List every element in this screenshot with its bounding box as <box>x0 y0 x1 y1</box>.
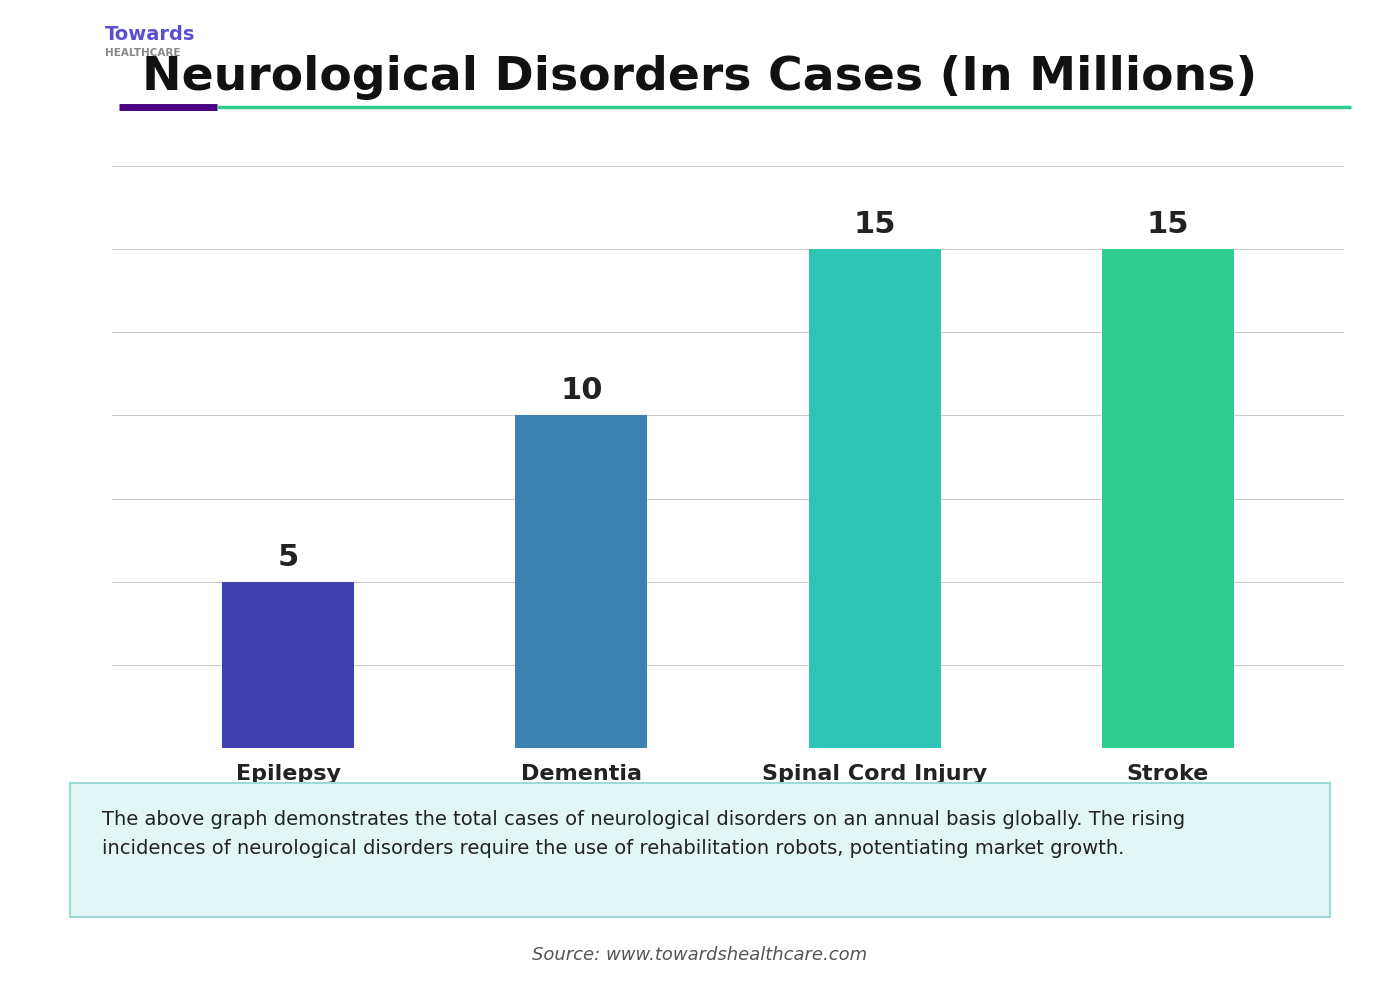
Text: Neurological Disorders Cases (In Millions): Neurological Disorders Cases (In Million… <box>143 55 1257 100</box>
Bar <box>515 416 647 748</box>
Bar <box>1102 249 1233 748</box>
Bar <box>809 249 941 748</box>
Text: 5: 5 <box>277 542 298 571</box>
Text: Source: www.towardshealthcare.com: Source: www.towardshealthcare.com <box>532 946 868 964</box>
Text: Towards: Towards <box>105 25 196 44</box>
Text: HEALTHCARE: HEALTHCARE <box>105 48 181 58</box>
Text: The above graph demonstrates the total cases of neurological disorders on an ann: The above graph demonstrates the total c… <box>101 810 1184 858</box>
Text: 15: 15 <box>1147 210 1189 239</box>
Text: 15: 15 <box>854 210 896 239</box>
Bar <box>223 581 354 748</box>
Text: 10: 10 <box>560 377 602 406</box>
